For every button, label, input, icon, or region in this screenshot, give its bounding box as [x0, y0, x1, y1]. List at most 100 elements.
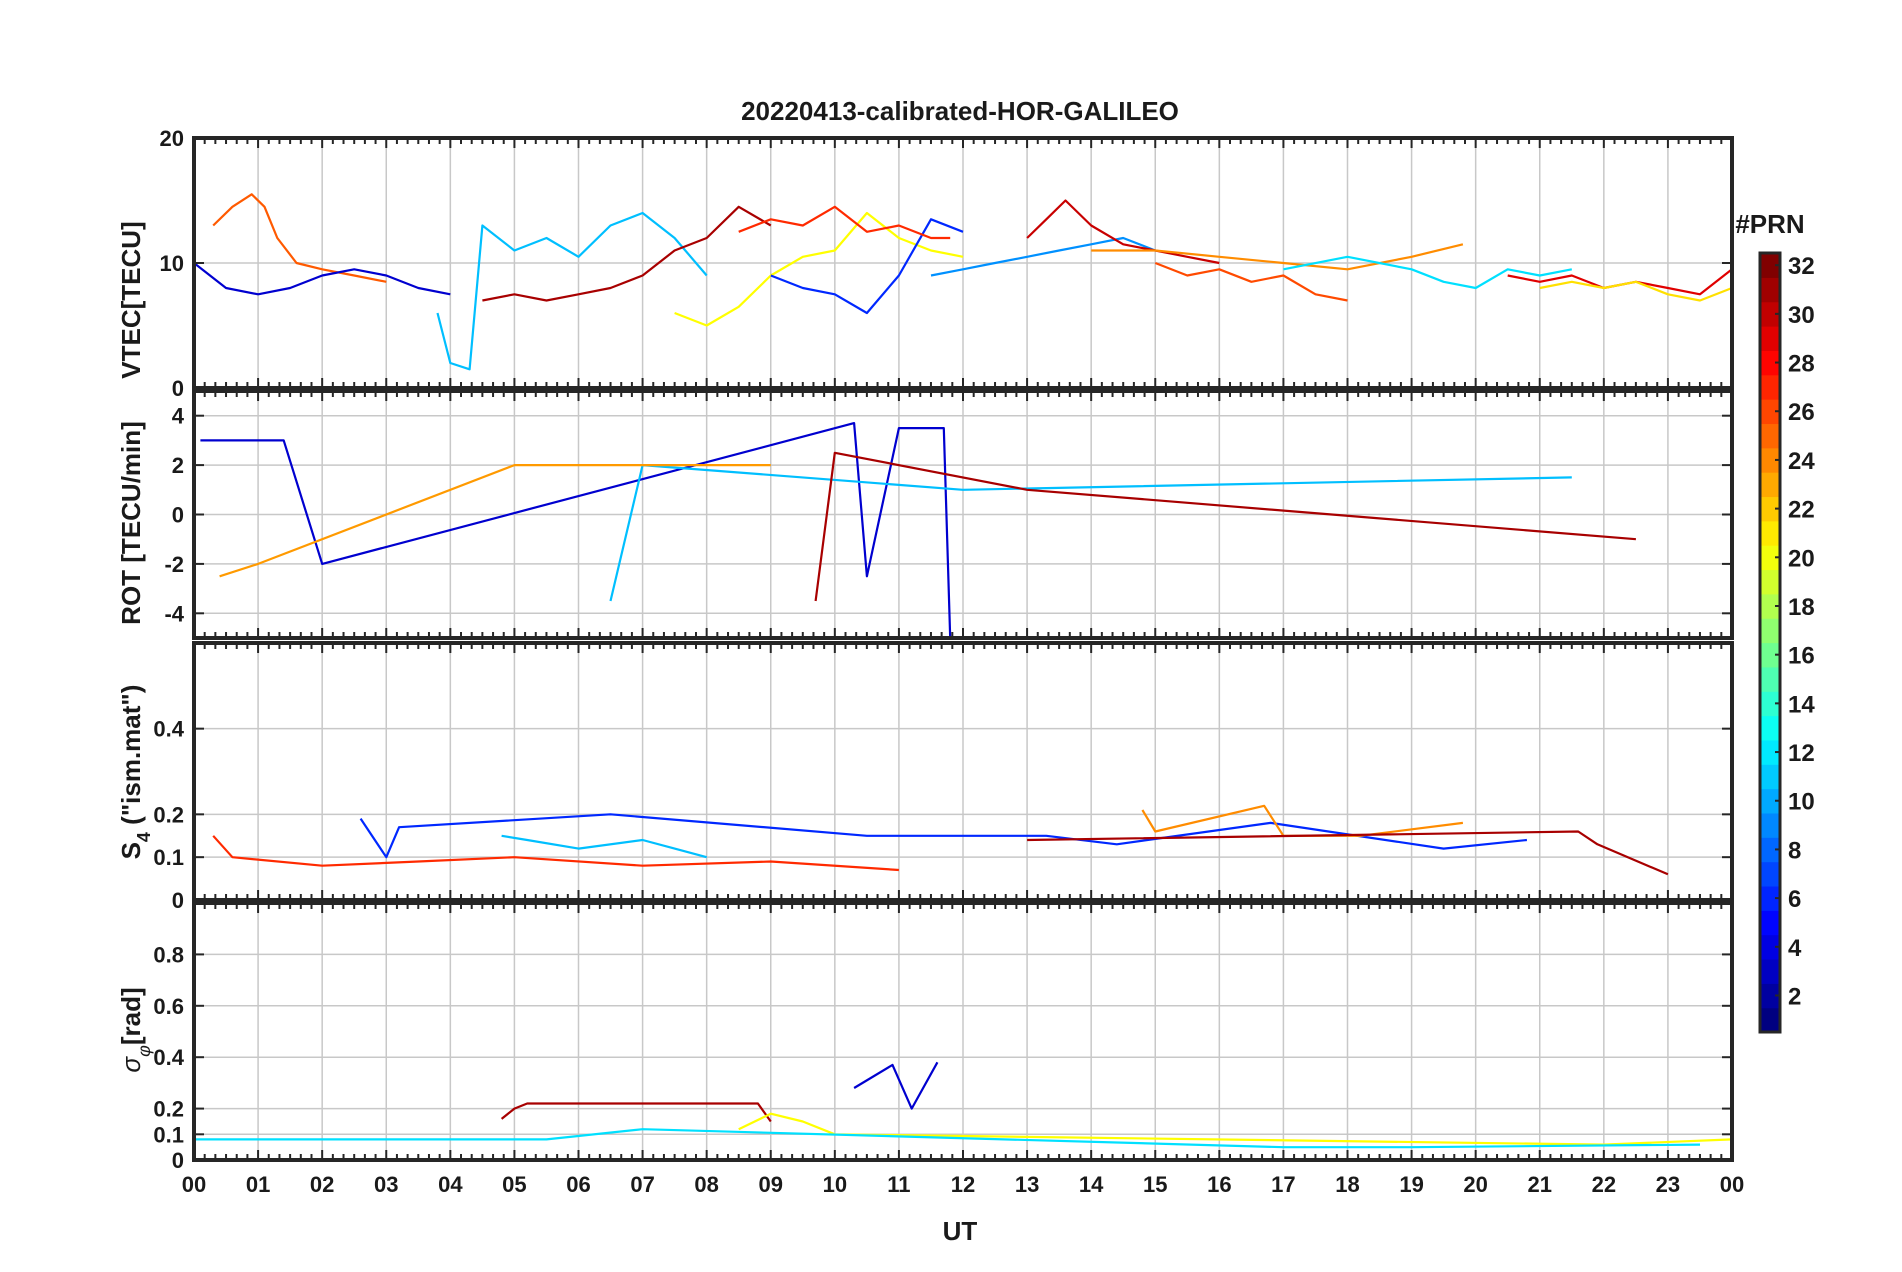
colorbar-swatch [1760, 666, 1780, 692]
y-tick-label: 0.4 [153, 717, 184, 742]
colorbar-swatch [1760, 739, 1780, 765]
y-tick-label: 0.8 [153, 942, 184, 967]
x-tick-label: 12 [951, 1172, 975, 1197]
colorbar-swatch [1760, 788, 1780, 814]
colorbar-swatch [1760, 350, 1780, 376]
colorbar-swatch [1760, 472, 1780, 498]
panel-frame [192, 136, 1734, 390]
colorbar-swatch [1760, 934, 1780, 960]
x-tick-label: 18 [1335, 1172, 1359, 1197]
series-line-prn-22 [219, 464, 771, 578]
y-tick-label: 2 [172, 453, 184, 478]
x-tick-label: 01 [246, 1172, 270, 1197]
series-line-prn-2 [193, 262, 451, 296]
series-line-prn-31 [1027, 830, 1669, 876]
colorbar-tick-label: 20 [1788, 545, 1815, 572]
colorbar-swatch [1760, 399, 1780, 425]
chart-title: 20220413-calibrated-HOR-GALILEO [741, 96, 1179, 126]
panel-rot: -4 -2 0 2 4 ROT [TECU/min] [116, 389, 1734, 640]
series-line-prn-26 [1154, 261, 1348, 302]
y-axis-label: S4 ("ism.mat") [116, 685, 154, 860]
colorbar-swatch [1760, 983, 1780, 1009]
y-tick-label: 0 [172, 1148, 184, 1173]
colorbar-tick-label: 28 [1788, 351, 1815, 378]
y-axis-label-s: S [116, 842, 146, 859]
colorbar-swatch [1760, 593, 1780, 619]
colorbar-tick-label: 30 [1788, 302, 1815, 329]
x-tick-label: 02 [310, 1172, 334, 1197]
series-group [194, 1061, 1733, 1149]
x-tick-label: 00 [182, 1172, 206, 1197]
colorbar-tick-label: 24 [1788, 448, 1815, 475]
x-axis-label: UT [943, 1216, 978, 1246]
series-line-prn-25 [212, 193, 387, 283]
series-line-prn-31 [814, 451, 1636, 602]
series-line-prn-2 [853, 1061, 939, 1110]
x-tick-label: 11 [887, 1172, 910, 1197]
x-tick-label: 13 [1015, 1172, 1039, 1197]
series-line-prn-12 [436, 211, 708, 371]
colorbar-swatch [1760, 910, 1780, 936]
x-tick-label: 00 [1720, 1172, 1744, 1197]
series-line-prn-20 [1539, 280, 1733, 302]
colorbar-swatch [1760, 423, 1780, 449]
y-tick-label: 0 [172, 376, 184, 401]
x-tick-label: 20 [1463, 1172, 1487, 1197]
x-tick-label: 08 [694, 1172, 718, 1197]
colorbar-swatch [1760, 569, 1780, 595]
x-tick-label: 23 [1656, 1172, 1680, 1197]
colorbar-swatch [1760, 837, 1780, 863]
series-line-prn-31 [482, 205, 772, 302]
y-axis-label: VTEC[TECU] [116, 221, 146, 378]
colorbar-swatch [1760, 520, 1780, 546]
colorbar-swatch [1760, 301, 1780, 327]
y-tick-label: 0 [172, 503, 184, 528]
y-tick-label: 0.1 [153, 1122, 184, 1147]
series-line-prn-13 [194, 1128, 1701, 1149]
series-line-prn-29 [1507, 268, 1733, 296]
x-tick-label: 03 [374, 1172, 398, 1197]
series-line-prn-31 [500, 1102, 772, 1123]
x-tick-label: 04 [438, 1172, 463, 1197]
colorbar-swatch [1760, 496, 1780, 522]
y-tick-label: 4 [172, 404, 185, 429]
y-tick-label: 0.6 [153, 994, 184, 1019]
colorbar-tick-label: 22 [1788, 497, 1815, 524]
colorbar-swatch [1760, 253, 1780, 278]
panel-vtec: 0 10 20 VTEC[TECU] [116, 126, 1734, 401]
y-tick-label: 0.2 [153, 802, 184, 827]
y-tick-label: 0.4 [153, 1045, 184, 1070]
y-axis-label: σφ[rad] [116, 987, 154, 1072]
series-line-prn-10 [930, 236, 1156, 277]
colorbar-swatch [1760, 812, 1780, 838]
series-line-prn-24 [1091, 243, 1464, 271]
colorbar-tick-label: 8 [1788, 837, 1801, 864]
colorbar-swatch [1760, 642, 1780, 668]
y-axis-label-unit: [rad] [116, 987, 146, 1045]
series-line-prn-5 [770, 218, 964, 315]
colorbar-tick-label: 4 [1788, 935, 1802, 962]
series-group [200, 422, 1636, 639]
y-axis-label-unit: ("ism.mat") [116, 685, 146, 832]
colorbar-swatch [1760, 885, 1780, 911]
panel-frame [192, 901, 1734, 1162]
x-tick-label: 06 [566, 1172, 590, 1197]
colorbar-tick-label: 2 [1788, 983, 1801, 1010]
series-line-prn-24 [1141, 804, 1464, 837]
x-tick-label: 19 [1399, 1172, 1423, 1197]
grid [193, 391, 1733, 638]
colorbar-swatch [1760, 715, 1780, 741]
colorbar-title: #PRN [1735, 209, 1804, 239]
y-tick-label: 10 [160, 251, 184, 276]
y-axis-label-sub: φ [134, 1045, 154, 1057]
colorbar-frame [1758, 251, 1782, 1034]
colorbar-swatch [1760, 618, 1780, 644]
x-tick-label: 15 [1143, 1172, 1167, 1197]
colorbar-swatch [1760, 374, 1780, 400]
colorbar-swatch [1760, 447, 1780, 473]
colorbar-swatch [1760, 764, 1780, 790]
x-tick-label: 10 [823, 1172, 847, 1197]
y-axis-label-sigma: σ [116, 1056, 146, 1073]
colorbar-tick-label: 6 [1788, 886, 1801, 913]
